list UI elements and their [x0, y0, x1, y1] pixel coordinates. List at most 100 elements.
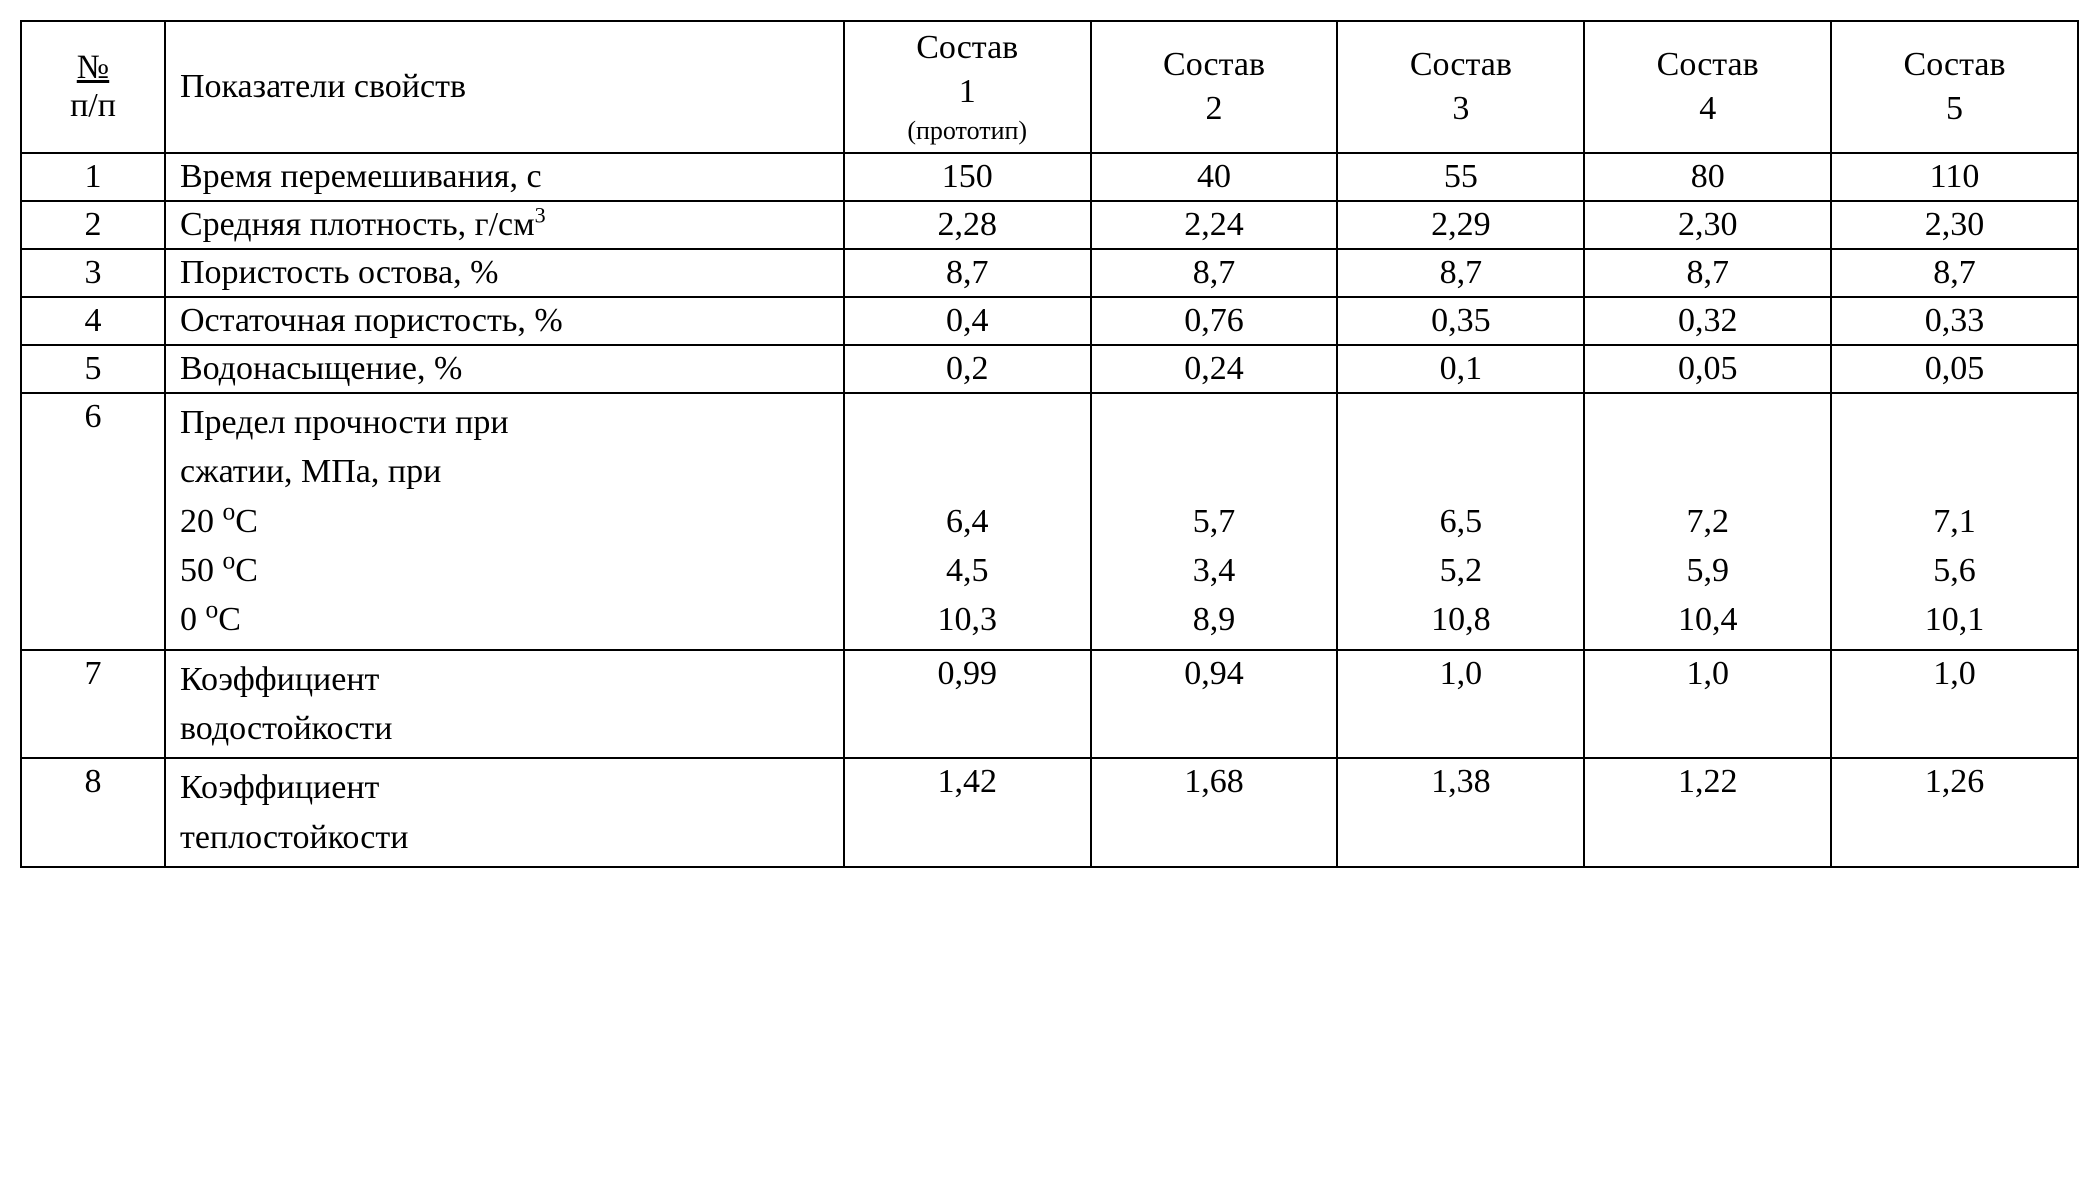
row-val: 2,29	[1337, 201, 1584, 249]
header-col-2: Состав 2	[1091, 21, 1338, 153]
row-num: 1	[21, 153, 165, 201]
table-row: 3 Пористость остова, % 8,7 8,7 8,7 8,7 8…	[21, 249, 2078, 297]
header-num-bottom: п/п	[70, 87, 116, 124]
table-row: 4 Остаточная пористость, % 0,4 0,76 0,35…	[21, 297, 2078, 345]
row-val: 1,0	[1831, 650, 2078, 759]
row-num: 8	[21, 758, 165, 867]
table-row-6: 6 Предел прочности при сжатии, МПа, при …	[21, 393, 2078, 649]
row-val: 0,2	[844, 345, 1091, 393]
row-val: 80	[1584, 153, 1831, 201]
header-num-top: №	[77, 49, 109, 87]
row-num: 5	[21, 345, 165, 393]
row-name: Коэффициент теплостойкости	[165, 758, 844, 867]
row-val: 1,68	[1091, 758, 1338, 867]
header-num: № п/п	[21, 21, 165, 153]
row6-t50: 50	[180, 552, 214, 589]
row-val: 0,99	[844, 650, 1091, 759]
header-col-3: Состав 3	[1337, 21, 1584, 153]
row-val: 5,9	[1686, 552, 1729, 589]
header-col-num: 1	[959, 73, 976, 110]
row8-title2: теплостойкости	[180, 819, 408, 856]
row-val: 8,7	[1091, 249, 1338, 297]
row-val: 0,1	[1337, 345, 1584, 393]
row-val: 0,94	[1091, 650, 1338, 759]
row6-t20: 20	[180, 503, 214, 540]
row-val: 5,6	[1933, 552, 1976, 589]
row7-title1: Коэффициент	[180, 661, 379, 698]
header-col-5: Состав 5	[1831, 21, 2078, 153]
row6-degC: C	[235, 503, 258, 540]
row-val: 55	[1337, 153, 1584, 201]
degree-icon: o	[205, 595, 218, 624]
row-val: 6,4	[946, 503, 989, 540]
row-val: 10,1	[1925, 601, 1985, 638]
row-val: 8,7	[1584, 249, 1831, 297]
row-num: 3	[21, 249, 165, 297]
row-name: Предел прочности при сжатии, МПа, при 20…	[165, 393, 844, 649]
properties-table: № п/п Показатели свойств Состав 1 (прото…	[20, 20, 2079, 868]
row6-t0: 0	[180, 601, 197, 638]
row-val: 1,42	[844, 758, 1091, 867]
table-row: 5 Водонасыщение, % 0,2 0,24 0,1 0,05 0,0…	[21, 345, 2078, 393]
row-name: Водонасыщение, %	[165, 345, 844, 393]
row-val: 1,22	[1584, 758, 1831, 867]
row-num: 6	[21, 393, 165, 649]
row-val: 150	[844, 153, 1091, 201]
row6-title2: сжатии, МПа, при	[180, 453, 441, 490]
row6-col2: 5,7 3,4 8,9	[1091, 393, 1338, 649]
header-col-num: 3	[1452, 90, 1469, 127]
header-col-1: Состав 1 (прототип)	[844, 21, 1091, 153]
row-val: 0,24	[1091, 345, 1338, 393]
row-name: Средняя плотность, г/см3	[165, 201, 844, 249]
row8-title1: Коэффициент	[180, 769, 379, 806]
row-val: 2,24	[1091, 201, 1338, 249]
row-name: Время перемешивания, с	[165, 153, 844, 201]
row-val: 2,30	[1584, 201, 1831, 249]
row-val: 7,1	[1933, 503, 1976, 540]
row7-title2: водостойкости	[180, 710, 392, 747]
table-row-8: 8 Коэффициент теплостойкости 1,42 1,68 1…	[21, 758, 2078, 867]
row-val: 0,05	[1831, 345, 2078, 393]
row-val: 10,4	[1678, 601, 1738, 638]
row-val: 8,7	[1337, 249, 1584, 297]
row6-title1: Предел прочности при	[180, 404, 509, 441]
row-val: 0,4	[844, 297, 1091, 345]
row-num: 4	[21, 297, 165, 345]
row-val: 5,7	[1193, 503, 1236, 540]
header-col-label: Состав	[1904, 46, 2006, 83]
row-val: 6,5	[1440, 503, 1483, 540]
row-val: 4,5	[946, 552, 989, 589]
row-val: 0,32	[1584, 297, 1831, 345]
row-val: 10,8	[1431, 601, 1491, 638]
row-val: 10,3	[937, 601, 997, 638]
table-row-7: 7 Коэффициент водостойкости 0,99 0,94 1,…	[21, 650, 2078, 759]
row-val: 8,7	[1831, 249, 2078, 297]
row-val: 1,26	[1831, 758, 2078, 867]
header-col-num: 4	[1699, 90, 1716, 127]
row-val: 1,0	[1584, 650, 1831, 759]
header-name: Показатели свойств	[165, 21, 844, 153]
row-val: 5,2	[1440, 552, 1483, 589]
row-name: Пористость остова, %	[165, 249, 844, 297]
row6-col4: 7,2 5,9 10,4	[1584, 393, 1831, 649]
row6-col1: 6,4 4,5 10,3	[844, 393, 1091, 649]
degree-icon: o	[222, 496, 235, 525]
row-name: Коэффициент водостойкости	[165, 650, 844, 759]
row-val: 0,35	[1337, 297, 1584, 345]
row-val: 40	[1091, 153, 1338, 201]
row-name: Остаточная пористость, %	[165, 297, 844, 345]
header-col-label: Состав	[1657, 46, 1759, 83]
row-val: 2,30	[1831, 201, 2078, 249]
row-val: 1,38	[1337, 758, 1584, 867]
header-col-label: Состав	[916, 29, 1018, 66]
row-val: 1,0	[1337, 650, 1584, 759]
header-col-label: Состав	[1163, 46, 1265, 83]
row-val: 8,9	[1193, 601, 1236, 638]
header-col-label: Состав	[1410, 46, 1512, 83]
header-col-num: 5	[1946, 90, 1963, 127]
row6-degC: C	[218, 601, 241, 638]
row-num: 7	[21, 650, 165, 759]
row-val: 8,7	[844, 249, 1091, 297]
degree-icon: o	[222, 546, 235, 575]
row6-degC: C	[235, 552, 258, 589]
